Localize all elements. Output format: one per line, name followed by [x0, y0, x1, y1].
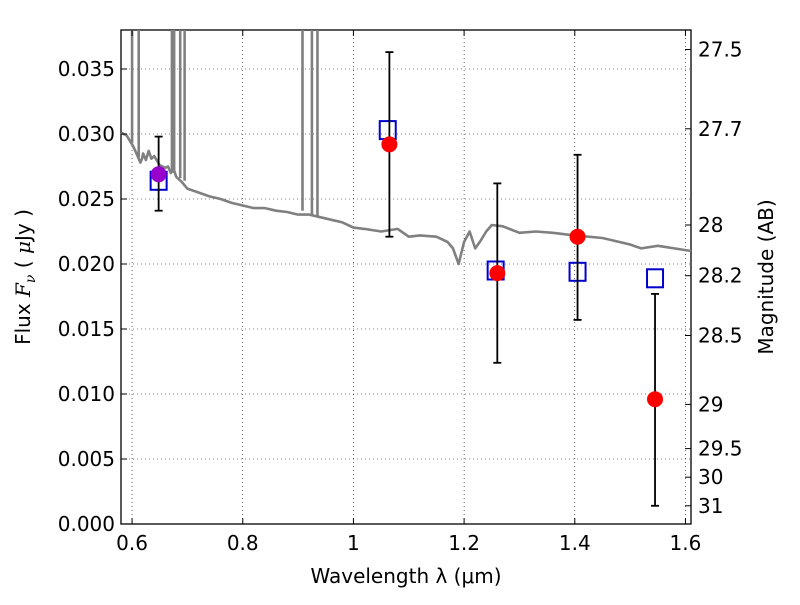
y-tick-label: 0.035 — [58, 57, 115, 81]
magnitude-tick-label: 27.5 — [698, 38, 743, 62]
observed-flux-point — [647, 391, 664, 408]
axis-ticks: 0.6 0.8 1 1.2 1.4 1.6 0.000 0.005 0.010 0.015 0.02… — [58, 30, 743, 555]
y-tick-label: 0.010 — [58, 382, 115, 406]
x-tick-label: 1 — [347, 531, 360, 555]
y-tick-label: 0.020 — [58, 252, 115, 276]
model-spectrum-line — [120, 131, 692, 266]
magnitude-tick-label: 31 — [698, 494, 723, 518]
magnitude-tick-label: 30 — [698, 465, 723, 489]
grid — [121, 30, 691, 525]
y-tick-label: 0.005 — [58, 447, 115, 471]
y-tick-label: 0.015 — [58, 317, 115, 341]
x-tick-label: 1.6 — [670, 531, 702, 555]
x-tick-label: 1.2 — [448, 531, 480, 555]
y-tick-label: 0.030 — [58, 122, 115, 146]
magnitude-tick-label: 28.5 — [698, 324, 743, 348]
x-tick-label: 0.8 — [227, 531, 259, 555]
plot-frame — [120, 29, 692, 525]
y-axis-title: Flux Fν ( μJy ) — [11, 209, 39, 345]
y-tick-label: 0.025 — [58, 187, 115, 211]
x-tick-label: 1.4 — [559, 531, 591, 555]
x-axis-title: Wavelength λ (μm) — [310, 564, 501, 588]
x-tick-label: 0.6 — [116, 531, 148, 555]
observed-flux-point — [489, 265, 506, 282]
magnitude-tick-label: 29.5 — [698, 437, 743, 461]
model-photometry-square — [646, 268, 665, 289]
model-photometry-square — [378, 120, 397, 141]
observed-flux-point — [150, 166, 167, 183]
magnitude-tick-label: 27.7 — [698, 117, 743, 141]
magnitude-axis-title: Magnitude (AB) — [754, 199, 778, 354]
observed-flux-point — [569, 228, 586, 245]
magnitude-tick-label: 28 — [698, 213, 723, 237]
data-series — [120, 30, 692, 507]
magnitude-tick-label: 28.2 — [698, 264, 743, 288]
y-tick-label: 0.000 — [58, 512, 115, 536]
observed-flux-point — [381, 136, 398, 153]
magnitude-tick-label: 29 — [698, 392, 723, 416]
